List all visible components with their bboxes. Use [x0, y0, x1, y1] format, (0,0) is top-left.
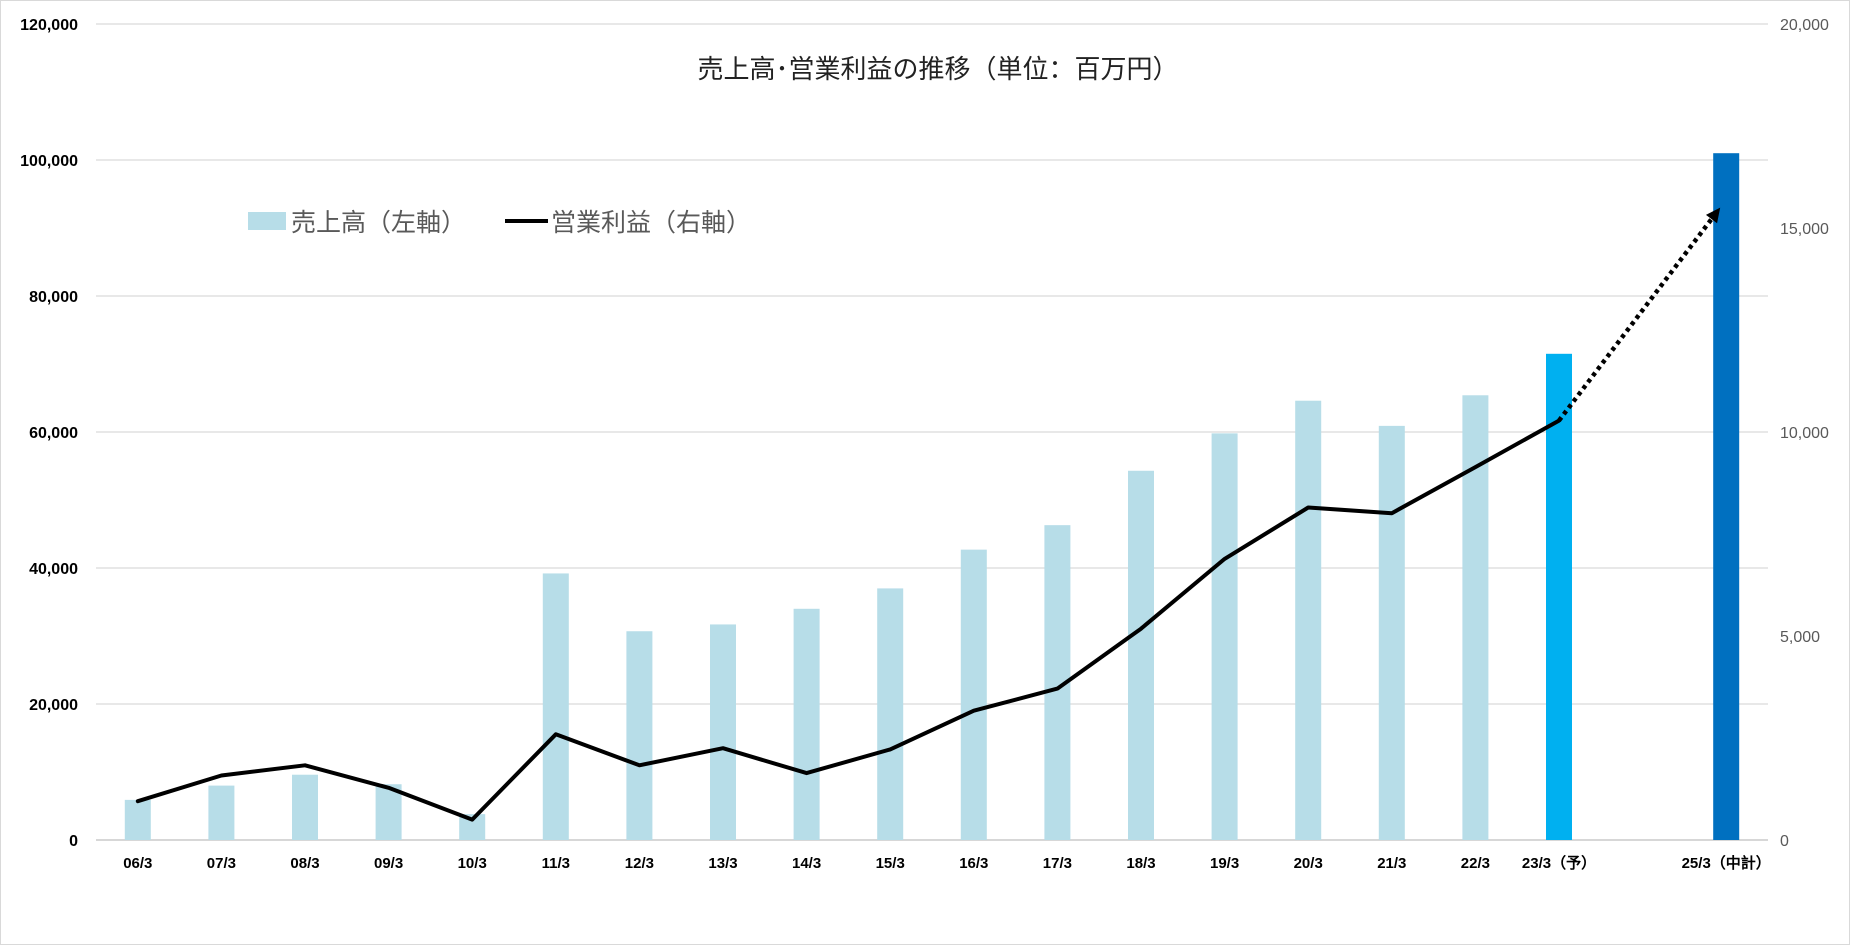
chart-title: 売上高･営業利益の推移（単位：百万円） — [697, 54, 1178, 84]
x-tick-label: 17/3 — [1043, 855, 1072, 872]
right-tick-label: 20,000 — [1780, 17, 1829, 34]
x-tick-label: 08/3 — [290, 855, 319, 872]
x-tick-label: 11/3 — [542, 855, 570, 872]
legend-swatch-sales — [248, 212, 286, 230]
projection-arrowhead — [1705, 207, 1721, 224]
legend: 売上高（左軸） 営業利益（右軸） — [248, 209, 751, 237]
bars-group — [124, 153, 1740, 840]
bar-sales — [1378, 425, 1405, 840]
x-tick-label: 21/3 — [1377, 855, 1406, 872]
x-tick-label: 20/3 — [1294, 855, 1323, 872]
x-tick-label: 13/3 — [708, 855, 737, 872]
x-tick-label: 14/3 — [792, 855, 821, 872]
x-tick-label: 07/3 — [207, 855, 236, 872]
bar-sales — [960, 549, 987, 840]
legend-label-sales: 売上高（左軸） — [291, 209, 466, 237]
bar-sales — [793, 608, 820, 840]
right-tick-label: 15,000 — [1780, 221, 1829, 238]
bar-sales — [1713, 153, 1740, 840]
right-tick-label: 0 — [1780, 833, 1789, 850]
left-tick-label: 60,000 — [29, 425, 78, 442]
bar-sales — [208, 785, 235, 840]
bar-sales — [542, 573, 569, 840]
x-tick-label: 22/3 — [1461, 855, 1490, 872]
left-tick-label: 0 — [69, 833, 78, 850]
x-tick-label: 19/3 — [1210, 855, 1239, 872]
x-tick-label: 12/3 — [625, 855, 654, 872]
left-tick-label: 20,000 — [29, 697, 78, 714]
bar-sales — [877, 588, 904, 840]
gridlines — [96, 23, 1768, 841]
lines-group — [135, 207, 1721, 822]
bar-sales — [124, 799, 151, 840]
x-tick-label: 25/3（中計） — [1682, 854, 1771, 872]
x-tick-label: 06/3 — [123, 855, 152, 872]
bar-sales — [1546, 353, 1572, 840]
x-tick-label: 16/3 — [959, 855, 988, 872]
bar-sales — [292, 774, 318, 840]
left-tick-label: 120,000 — [20, 17, 78, 34]
left-tick-label: 80,000 — [29, 289, 78, 306]
bar-sales — [375, 784, 402, 840]
x-tick-label: 10/3 — [458, 855, 487, 872]
x-tick-label: 18/3 — [1126, 855, 1155, 872]
bar-sales — [1211, 433, 1238, 840]
right-tick-label: 5,000 — [1780, 629, 1820, 646]
bar-sales — [626, 631, 653, 840]
line-profit-projection — [1557, 213, 1717, 422]
right-axis-ticks: 0 5,000 10,000 15,000 20,000 — [1780, 17, 1829, 850]
x-tick-label: 23/3（予） — [1522, 854, 1596, 872]
left-axis-ticks: 0 20,000 40,000 60,000 80,000 100,000 120,000 — [20, 17, 78, 850]
x-tick-label: 09/3 — [374, 855, 403, 872]
bar-sales — [1295, 400, 1322, 840]
left-tick-label: 40,000 — [29, 561, 78, 578]
bar-sales — [1128, 470, 1154, 840]
x-tick-label: 15/3 — [876, 855, 905, 872]
bar-sales — [710, 624, 736, 840]
legend-label-profit: 営業利益（右軸） — [551, 209, 751, 237]
right-tick-label: 10,000 — [1780, 425, 1829, 442]
bar-sales — [1462, 395, 1489, 840]
left-tick-label: 100,000 — [20, 153, 78, 170]
x-axis-ticks: 06/3 07/3 08/3 09/3 10/3 11/3 12/3 13/3 14/3 15/3… — [123, 854, 1771, 872]
line-profit — [135, 418, 1561, 822]
